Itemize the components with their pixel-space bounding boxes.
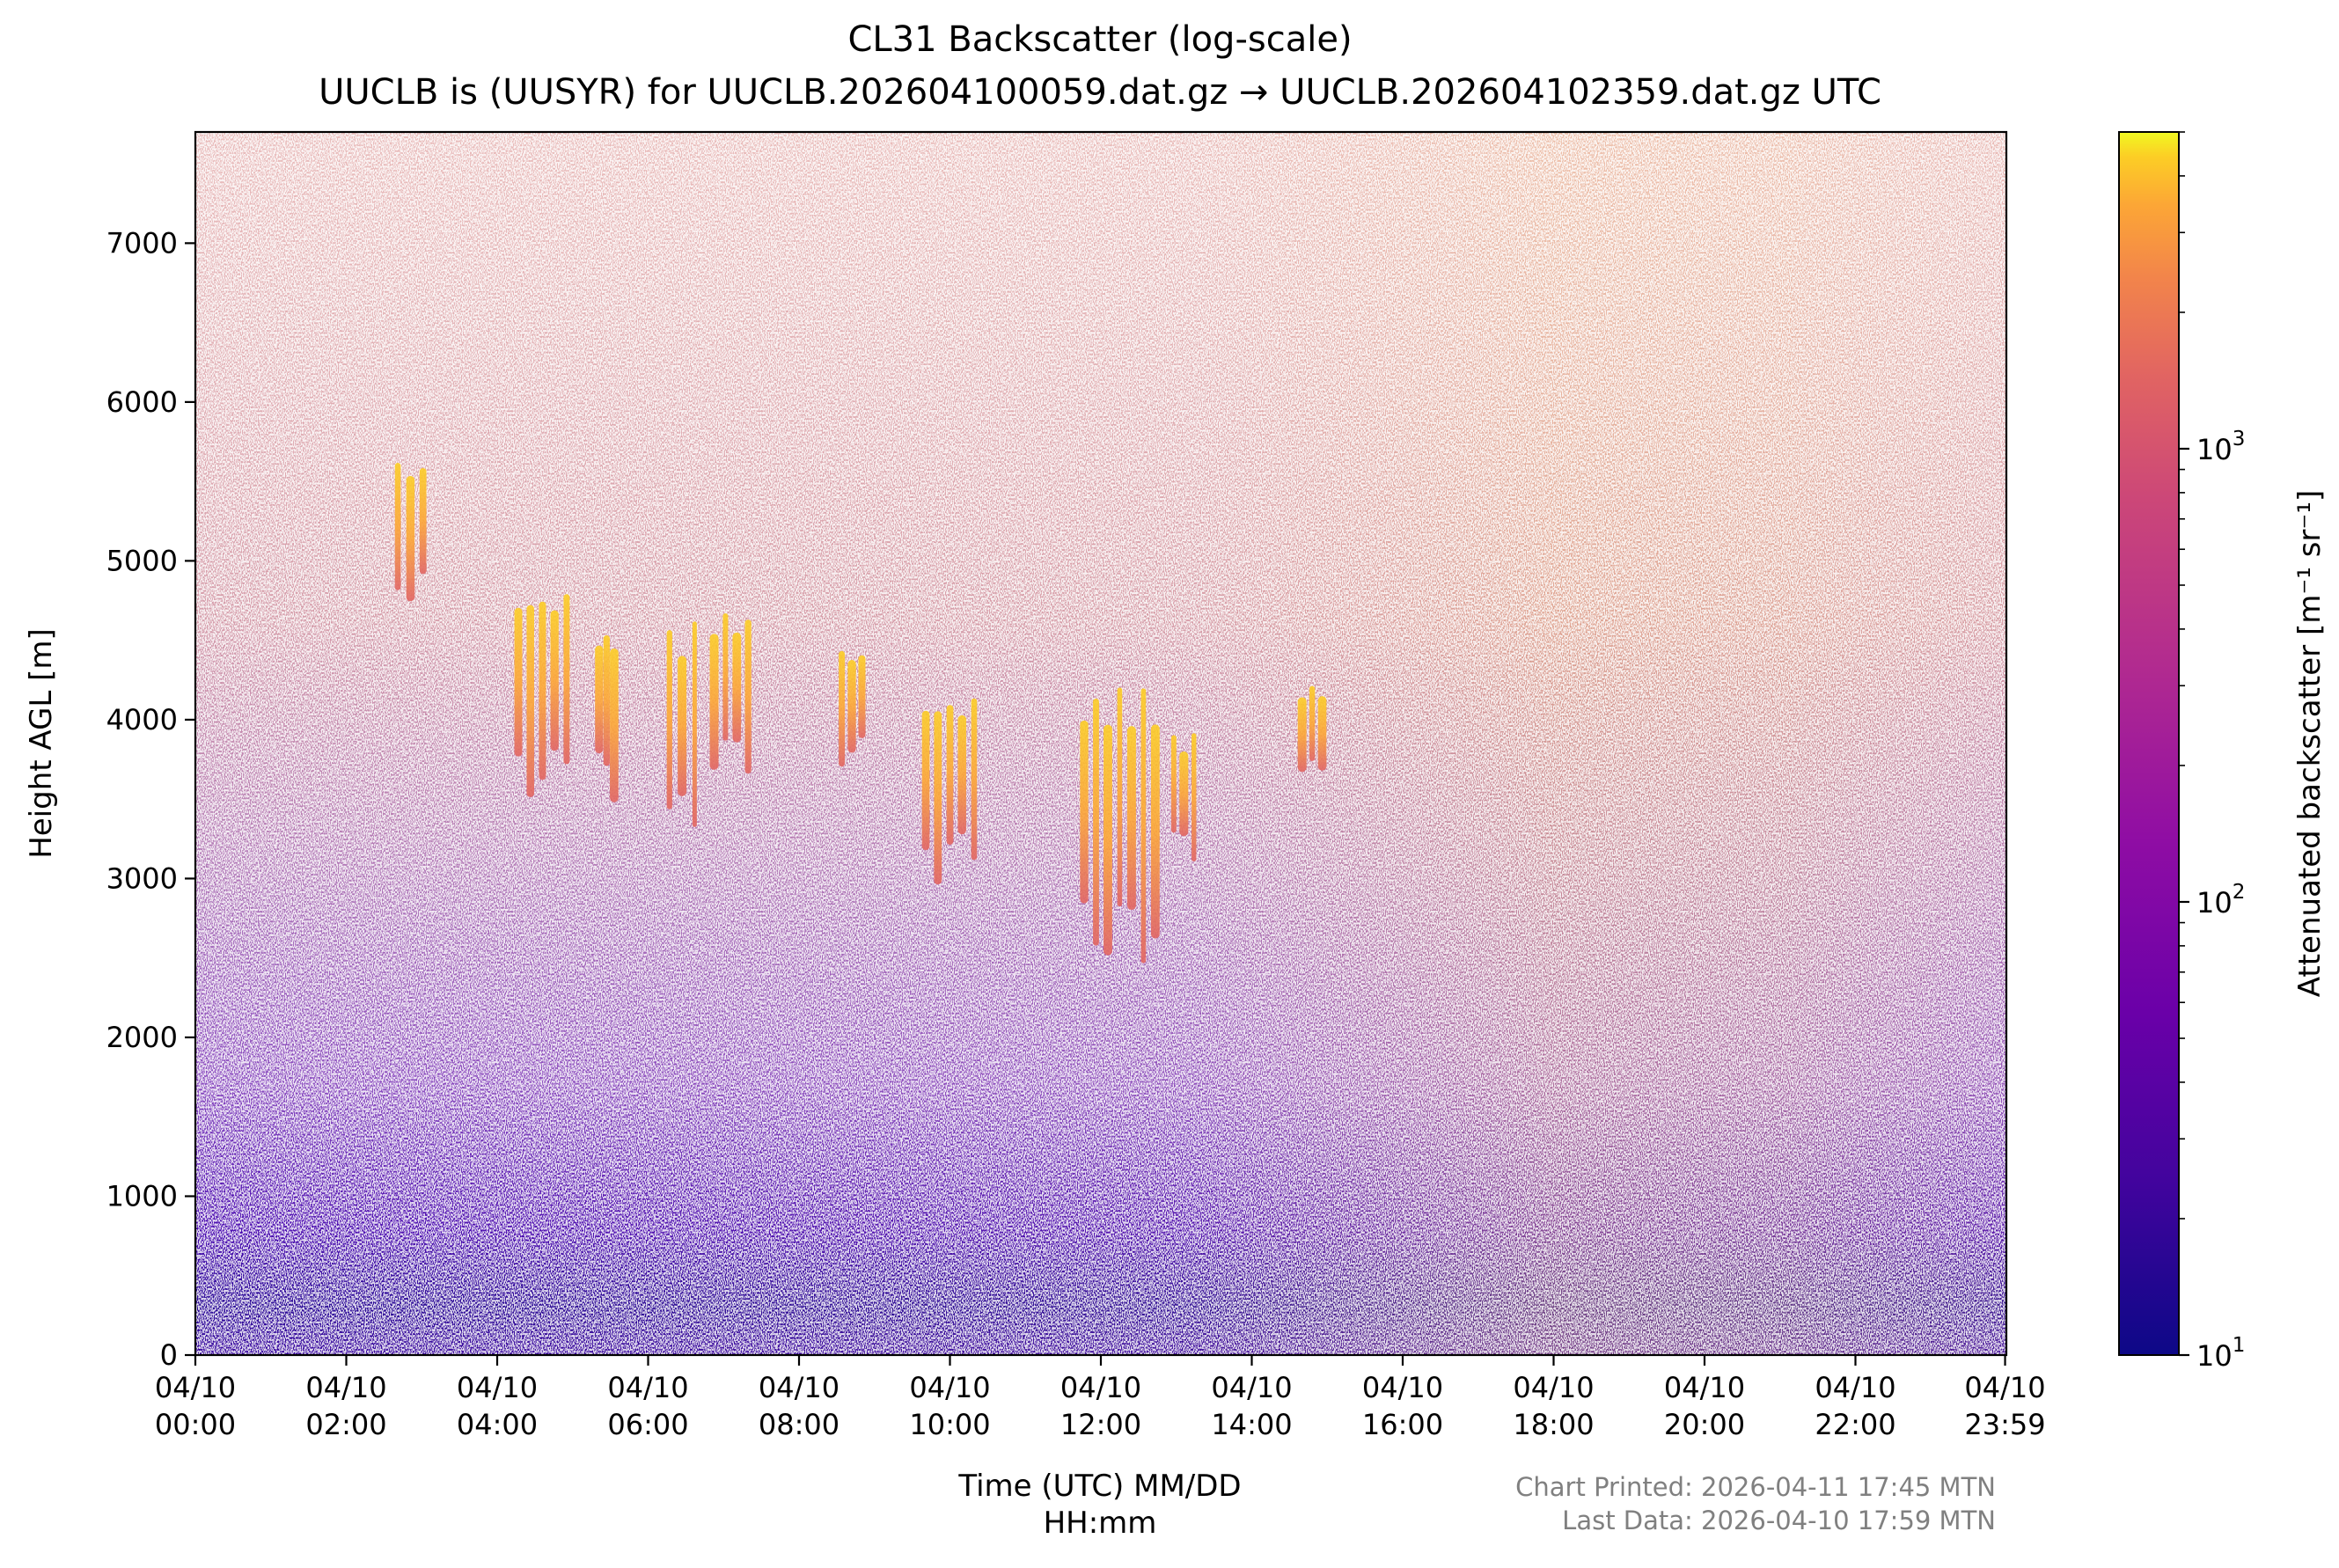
cloud-streak — [934, 711, 942, 885]
cloud-streak — [419, 467, 427, 575]
last-data-text: Last Data: 2026-04-10 17:59 MTN — [1562, 1506, 1996, 1535]
cloud-streak — [858, 655, 866, 738]
y-axis-label: Height AGL [m] — [24, 628, 59, 859]
cloud-streak — [1297, 697, 1307, 773]
colorbar — [2119, 132, 2179, 1355]
cloud-streak — [847, 659, 856, 753]
cloud-streak — [526, 604, 535, 797]
x-tick-time-label: 02:00 — [305, 1408, 386, 1441]
y-tick-label: 0 — [160, 1338, 178, 1372]
cloud-streak — [610, 648, 619, 802]
cloud-streak — [1093, 698, 1099, 946]
x-tick-time-label: 00:00 — [155, 1408, 236, 1441]
cloud-streak — [1140, 688, 1147, 964]
cloud-streak — [946, 705, 954, 845]
x-tick-date-label: 04/10 — [1964, 1371, 2045, 1404]
cloud-streak — [1117, 687, 1123, 907]
x-tick-time-label: 12:00 — [1060, 1408, 1141, 1441]
x-tick-date-label: 04/10 — [155, 1371, 236, 1404]
cloud-streak — [678, 656, 687, 796]
cloud-streak — [666, 630, 672, 810]
x-tick-time-label: 06:00 — [607, 1408, 688, 1441]
x-tick-time-label: 10:00 — [909, 1408, 990, 1441]
x-tick-date-label: 04/10 — [1211, 1371, 1292, 1404]
cloud-streak — [744, 619, 752, 774]
x-tick-date-label: 04/10 — [1362, 1371, 1443, 1404]
cloud-layer-group — [394, 462, 1327, 964]
cloud-streak — [595, 645, 604, 754]
colorbar-frame — [2118, 131, 2180, 1356]
cloud-streak — [709, 634, 719, 770]
colorbar-tick-label: 103 — [2196, 428, 2245, 466]
cloud-streak — [1170, 735, 1177, 833]
cloud-streak — [1191, 733, 1197, 861]
y-tick-label: 4000 — [106, 703, 178, 736]
cloud-streak — [563, 594, 570, 765]
colorbar-tick-label: 102 — [2196, 881, 2245, 920]
cloud-streak — [1309, 685, 1316, 761]
x-tick-date-label: 04/10 — [457, 1371, 538, 1404]
x-tick-time-label: 20:00 — [1664, 1408, 1745, 1441]
cloud-streak — [1080, 720, 1089, 904]
x-tick-date-label: 04/10 — [1060, 1371, 1141, 1404]
x-tick-time-label: 04:00 — [457, 1408, 538, 1441]
x-tick-date-label: 04/10 — [1664, 1371, 1745, 1404]
cloud-streak — [603, 635, 610, 766]
cloud-streak — [722, 613, 729, 741]
y-tick-label: 1000 — [106, 1179, 178, 1213]
cloud-streak — [732, 632, 742, 743]
cloud-streak — [1126, 726, 1136, 911]
cloud-streak — [692, 621, 697, 827]
cloud-streak — [514, 607, 523, 757]
cloud-streak — [406, 475, 415, 602]
cloud-streak — [1104, 724, 1112, 956]
chart-printed-text: Chart Printed: 2026-04-11 17:45 MTN — [1515, 1472, 1996, 1502]
y-tick-label: 7000 — [106, 226, 178, 260]
cloud-streak — [921, 710, 930, 851]
x-axis: 04/10 00:00 04/10 02:00 04/10 04:00 04/10 06:00… — [155, 1355, 2046, 1441]
y-axis: 0 1000 2000 3000 4000 5000 6000 7000 — [106, 226, 195, 1372]
x-tick-date-label: 04/10 — [909, 1371, 990, 1404]
chart-title: CL31 Backscatter (log-scale) — [847, 19, 1352, 60]
y-tick-label: 2000 — [106, 1021, 178, 1054]
x-tick-time-label: 23:59 — [1964, 1408, 2045, 1441]
cloud-streak — [550, 610, 559, 751]
colorbar-tick-label: 101 — [2196, 1334, 2245, 1373]
cloud-streak — [1150, 724, 1160, 939]
colorbar-label: Attenuated backscatter [m⁻¹ sr⁻¹] — [2292, 490, 2328, 998]
x-tick-date-label: 04/10 — [607, 1371, 688, 1404]
chart-subtitle: UUCLB is (UUSYR) for UUCLB.202604100059.… — [319, 72, 1881, 113]
x-tick-date-label: 04/10 — [1815, 1371, 1895, 1404]
cloud-streak — [539, 601, 546, 780]
x-tick-date-label: 04/10 — [305, 1371, 386, 1404]
cloud-streak — [971, 698, 978, 861]
x-tick-time-label: 14:00 — [1211, 1408, 1292, 1441]
cloud-streak — [957, 714, 966, 835]
y-tick-label: 3000 — [106, 861, 178, 895]
cloud-streak — [839, 650, 846, 767]
y-tick-label: 5000 — [106, 544, 178, 577]
cloud-streak — [1179, 751, 1189, 837]
x-axis-label-time: HH:mm — [1044, 1506, 1157, 1541]
plot-area — [195, 132, 2006, 1355]
x-axis-label: Time (UTC) MM/DD — [957, 1469, 1241, 1504]
cloud-streak — [1317, 696, 1327, 771]
x-tick-time-label: 16:00 — [1362, 1408, 1443, 1441]
y-tick-label: 6000 — [106, 385, 178, 419]
cloud-streak — [394, 462, 401, 590]
x-tick-time-label: 08:00 — [759, 1408, 840, 1441]
x-tick-time-label: 18:00 — [1513, 1408, 1594, 1441]
x-tick-time-label: 22:00 — [1815, 1408, 1895, 1441]
x-tick-date-label: 04/10 — [1513, 1371, 1594, 1404]
colorbar-axis: 101 102 103 — [2179, 131, 2245, 1373]
x-tick-date-label: 04/10 — [759, 1371, 840, 1404]
noise-fade — [195, 132, 2006, 683]
